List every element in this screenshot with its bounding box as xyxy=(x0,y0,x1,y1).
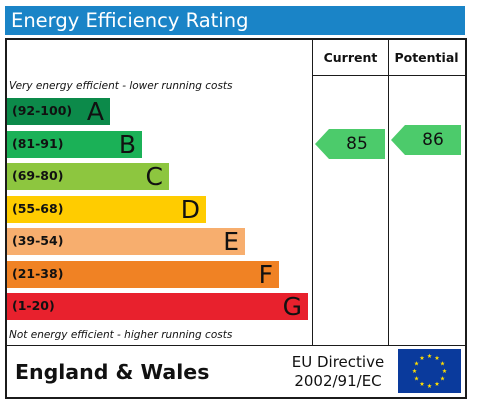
band-range-label: (39-54) xyxy=(12,233,64,248)
rating-band-b: (81-91) B xyxy=(7,129,142,159)
flag-star xyxy=(440,376,445,381)
flag-star xyxy=(442,368,447,373)
column-header-potential: Potential xyxy=(394,50,459,65)
rating-band-f: (21-38) F xyxy=(7,259,279,289)
band-range-label: (81-91) xyxy=(12,135,64,151)
rating-band-e: (39-54) E xyxy=(7,228,245,255)
band-letter: E xyxy=(223,227,239,256)
band-letter: B xyxy=(118,129,136,159)
flag-star xyxy=(440,361,445,366)
region-label: England & Wales xyxy=(15,360,210,384)
rating-band-a: (92-100) A xyxy=(7,98,110,125)
current-rating-arrow xyxy=(315,129,385,159)
potential-rating-value: 86 xyxy=(422,130,444,150)
flag-star xyxy=(427,353,432,358)
band-range-label: (1-20) xyxy=(12,298,55,313)
band-range-label: (21-38) xyxy=(12,265,64,281)
band-letter: F xyxy=(258,259,273,289)
flag-star xyxy=(434,355,440,360)
bottom-note: Not energy efficient - higher running co… xyxy=(9,329,233,341)
band-letter: D xyxy=(180,194,200,224)
band-letter: A xyxy=(86,97,104,126)
page-title: Energy Efficiency Rating xyxy=(11,9,249,32)
eu-directive: EU Directive 2002/91/EC xyxy=(278,353,398,391)
flag-star xyxy=(414,376,419,381)
flag-star xyxy=(427,383,432,388)
directive-line-1: EU Directive xyxy=(291,353,385,371)
title-bar: Energy Efficiency Rating xyxy=(5,6,465,35)
band-range-label: (92-100) xyxy=(12,103,73,118)
rating-band-g: (1-20) G xyxy=(7,293,308,320)
band-letter: G xyxy=(282,292,302,321)
directive-line-2: 2002/91/EC xyxy=(294,372,382,390)
band-range-label: (55-68) xyxy=(12,200,64,216)
chart-frame xyxy=(5,38,467,399)
flag-star xyxy=(414,361,419,366)
top-note: Very energy efficient - lower running co… xyxy=(9,80,233,92)
rating-band-d: (55-68) D xyxy=(7,194,206,224)
current-rating-value: 85 xyxy=(346,134,368,154)
divider-potential xyxy=(388,40,389,346)
band-letter: C xyxy=(145,162,163,191)
flag-star xyxy=(419,381,425,386)
flag-star xyxy=(419,355,425,360)
divider-current xyxy=(312,40,313,346)
band-range-label: (69-80) xyxy=(12,168,64,183)
rating-band-c: (69-80) C xyxy=(7,163,169,190)
flag-star xyxy=(412,368,417,373)
flag-star xyxy=(434,381,440,386)
eu-flag-icon xyxy=(398,349,461,393)
potential-rating-arrow xyxy=(391,125,461,155)
footer-divider xyxy=(7,345,465,346)
header-divider xyxy=(312,75,465,76)
column-header-current: Current xyxy=(323,50,378,65)
